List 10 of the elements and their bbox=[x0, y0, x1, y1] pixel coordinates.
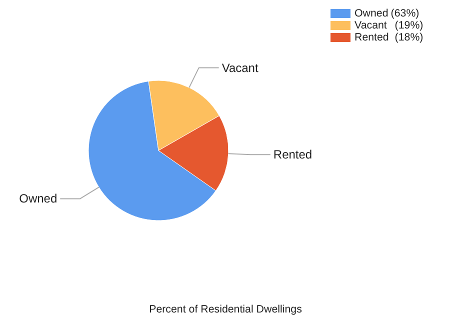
data-label: (18%) bbox=[394, 32, 424, 44]
slice-label: Rented bbox=[273, 148, 312, 162]
legend-label: Owned bbox=[354, 8, 388, 20]
legend-label: Rented bbox=[354, 32, 389, 44]
slice-label: Owned bbox=[19, 192, 58, 206]
data-label: (63%) bbox=[390, 8, 420, 20]
data-label: (19%) bbox=[394, 20, 424, 32]
slice-label: Vacant bbox=[222, 60, 259, 75]
text: Percent of Residential Dwellings bbox=[149, 304, 302, 316]
legend-label: Vacant bbox=[354, 20, 387, 32]
